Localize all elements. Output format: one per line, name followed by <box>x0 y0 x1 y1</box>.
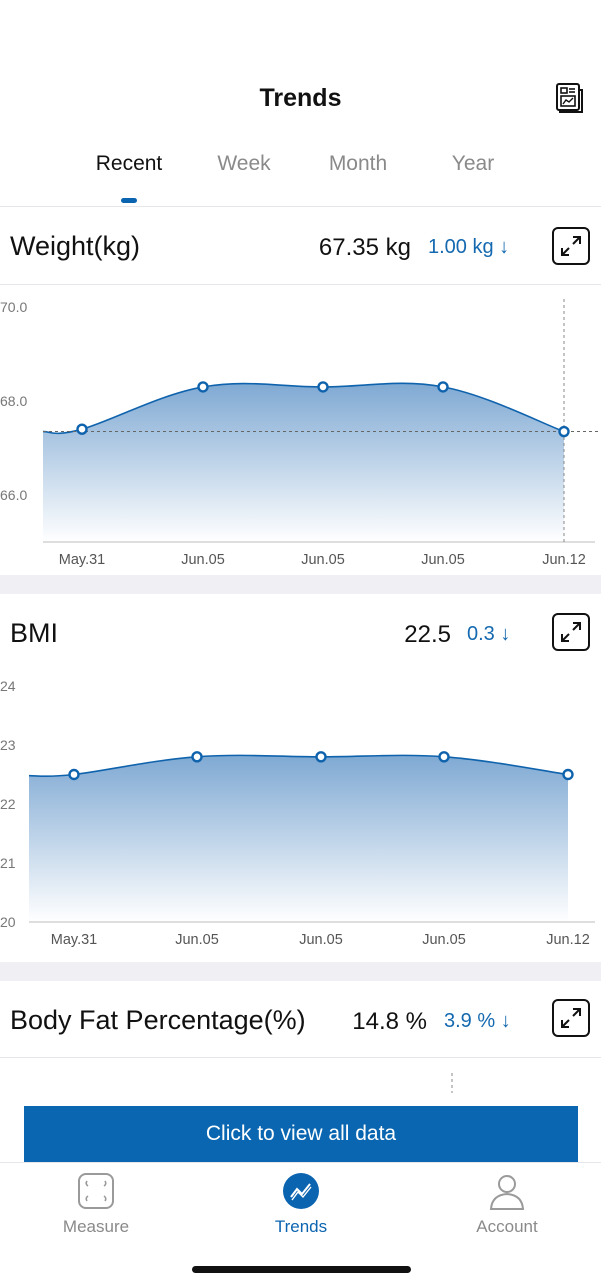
y-tick-label: 70.0 <box>0 299 27 315</box>
body-fat-value: 14.8 % <box>352 1008 427 1035</box>
body-fat-card: Body Fat Percentage(%) 14.8 % 3.9 % ↓ <box>0 981 601 1106</box>
weight-card: Weight(kg) 67.35 kg 1.00 kg ↓ 70.0 68.0 66… <box>0 207 601 575</box>
x-tick-label: Jun.05 <box>421 552 465 568</box>
bmi-title: BMI <box>10 618 59 648</box>
body-fat-expand-button[interactable] <box>552 999 590 1037</box>
period-tabs: Recent Week Month Year <box>0 152 601 204</box>
divider <box>0 1057 601 1058</box>
data-point <box>438 751 450 763</box>
data-point <box>317 381 329 393</box>
weight-expand-button[interactable] <box>552 227 590 265</box>
x-tick-label: Jun.12 <box>546 932 590 948</box>
x-tick-label: May.31 <box>59 552 105 568</box>
section-gap <box>0 962 601 981</box>
body-fat-title: Body Fat Percentage(%) <box>10 1005 306 1035</box>
bmi-delta: 0.3 ↓ <box>467 623 511 645</box>
x-tick-label: Jun.05 <box>175 932 219 948</box>
body-fat-delta: 3.9 % ↓ <box>444 1010 511 1032</box>
bottom-tab-bar: Measure Trends Account <box>0 1162 601 1281</box>
expand-icon <box>561 236 581 256</box>
scale-icon <box>78 1173 114 1209</box>
tabbar-trends-label: Trends <box>274 1217 328 1236</box>
tab-recent[interactable]: Recent <box>95 152 163 175</box>
tabbar-trends[interactable]: Trends <box>231 1171 371 1237</box>
divider <box>0 206 601 207</box>
data-point <box>437 381 449 393</box>
data-point <box>76 423 88 435</box>
x-tick-label: Jun.05 <box>299 932 343 948</box>
y-tick-label: 23 <box>0 737 16 753</box>
person-icon <box>489 1175 525 1210</box>
x-tick-label: May.31 <box>51 932 97 948</box>
x-tick-label: Jun.05 <box>301 552 345 568</box>
weight-value: 67.35 kg <box>318 234 411 261</box>
expand-icon <box>561 622 581 642</box>
tabbar-account-label: Account <box>476 1217 538 1236</box>
report-icon[interactable] <box>554 82 584 114</box>
active-tab-indicator <box>121 198 137 203</box>
divider <box>0 284 601 285</box>
tab-month[interactable]: Month <box>328 152 388 175</box>
home-indicator <box>192 1266 411 1273</box>
tabbar-measure[interactable]: Measure <box>26 1171 166 1237</box>
expand-icon <box>561 1008 581 1028</box>
y-tick-label: 22 <box>0 796 16 812</box>
data-point <box>68 768 80 781</box>
y-tick-label: 21 <box>0 855 16 871</box>
x-tick-label: Jun.05 <box>422 932 466 948</box>
tab-year[interactable]: Year <box>451 152 495 175</box>
weight-delta: 1.00 kg ↓ <box>428 236 510 258</box>
bmi-chart: 24 23 22 21 20 May.31 Jun.05 Jun.05 Jun.05 Jun.12 <box>0 678 595 948</box>
section-gap <box>0 575 601 594</box>
data-point <box>191 751 203 763</box>
tab-week[interactable]: Week <box>217 152 271 175</box>
area-fill <box>43 383 564 542</box>
y-tick-label: 20 <box>0 914 16 930</box>
header: Trends Recent Week Month Year <box>0 0 601 205</box>
weight-title: Weight(kg) <box>10 231 141 261</box>
data-point <box>558 425 570 438</box>
bmi-expand-button[interactable] <box>552 613 590 651</box>
page-title: Trends <box>259 84 342 112</box>
x-tick-label: Jun.05 <box>181 552 225 568</box>
tabbar-measure-label: Measure <box>62 1217 130 1236</box>
tabbar-account[interactable]: Account <box>437 1171 577 1237</box>
y-tick-label: 24 <box>0 678 16 694</box>
y-tick-label: 66.0 <box>0 487 27 503</box>
area-fill <box>29 755 568 922</box>
bmi-card: BMI 22.5 0.3 ↓ 24 23 22 21 20 May.31 Jun.05 Jun… <box>0 594 601 962</box>
data-point <box>315 751 327 763</box>
trends-icon <box>283 1173 319 1209</box>
view-all-data-button[interactable]: Click to view all data <box>24 1106 578 1162</box>
x-tick-label: Jun.12 <box>542 552 586 568</box>
body-fat-cursor-line <box>451 1073 453 1093</box>
data-point <box>562 768 574 781</box>
weight-chart: 70.0 68.0 66.0 May.31 Jun.05 Jun.05 Jun.05 Jun.… <box>0 299 601 568</box>
bmi-value: 22.5 <box>404 621 451 648</box>
y-tick-label: 68.0 <box>0 393 27 409</box>
data-point <box>197 381 209 393</box>
